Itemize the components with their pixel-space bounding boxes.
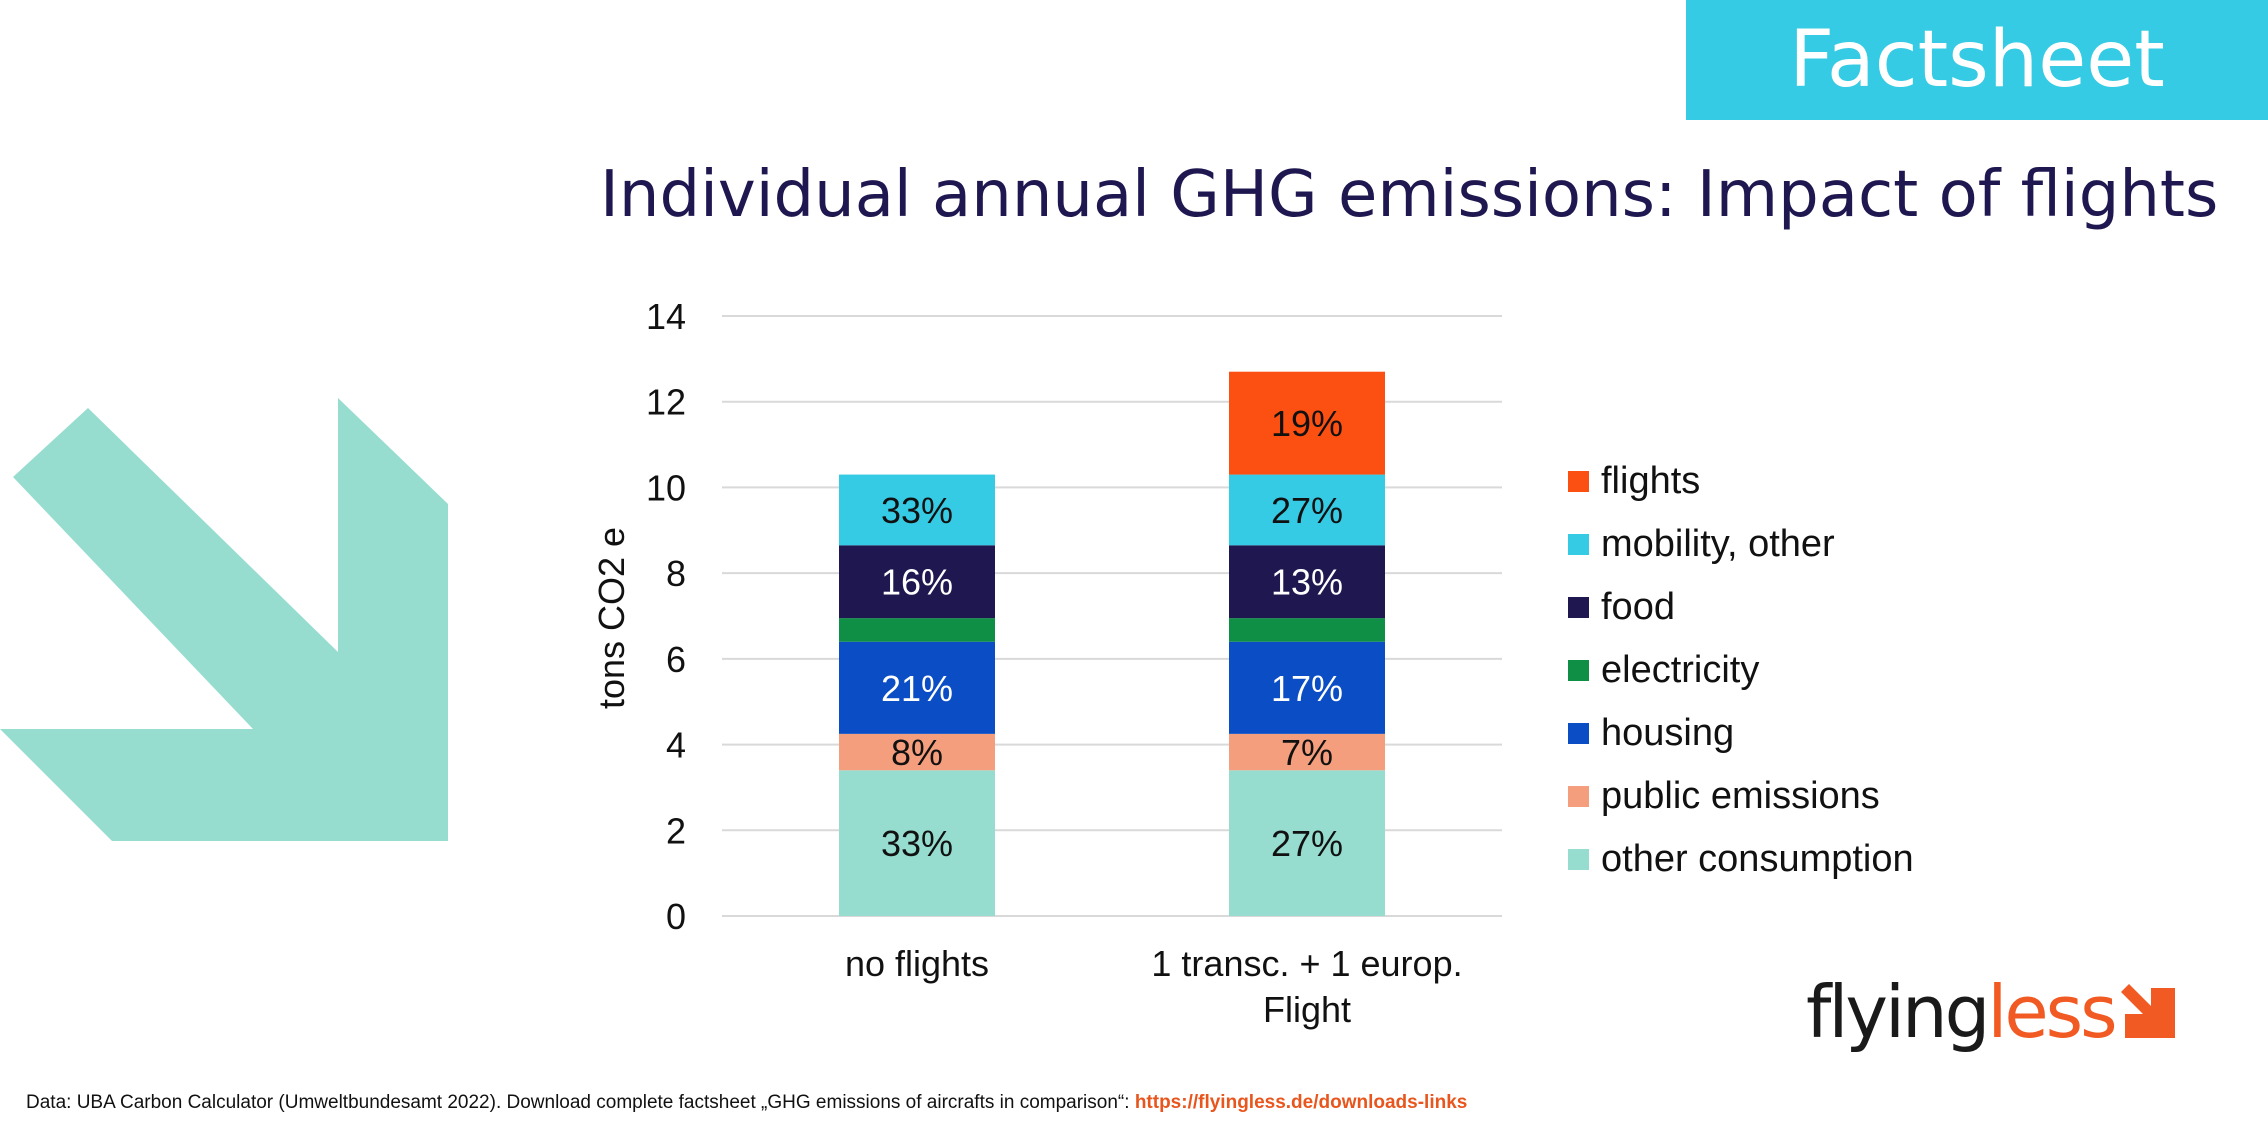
flyingless-logo: flying less <box>1806 976 2177 1048</box>
factsheet-badge: Factsheet <box>1686 0 2268 120</box>
legend-label: other consumption <box>1601 838 1914 880</box>
y-tick-label: 8 <box>666 553 686 594</box>
chart-bars <box>839 371 1385 916</box>
bar-segment <box>839 474 995 546</box>
bar-segment <box>839 733 995 771</box>
data-label: 13% <box>1271 562 1343 603</box>
legend-label: public emissions <box>1601 775 1880 817</box>
y-axis-ticks: 0 2 4 6 8 10 12 14 <box>646 296 686 937</box>
bar-segment <box>839 641 995 734</box>
legend-swatch <box>1568 660 1589 681</box>
data-label: 8% <box>891 732 943 773</box>
data-label: 33% <box>881 823 953 864</box>
legend-item: public emissions <box>1568 765 1914 828</box>
bar-segment <box>1229 733 1385 771</box>
legend-swatch <box>1568 471 1589 492</box>
legend-label: flights <box>1601 460 1701 502</box>
legend-swatch <box>1568 534 1589 555</box>
logo-arrow-icon <box>2120 984 2175 1038</box>
y-tick-label: 0 <box>666 896 686 937</box>
y-axis-title: tons CO2 e <box>591 527 632 709</box>
legend-item: mobility, other <box>1568 513 1914 576</box>
legend-item: electricity <box>1568 639 1914 702</box>
legend-swatch <box>1568 786 1589 807</box>
data-label: 17% <box>1271 668 1343 709</box>
legend-label: food <box>1601 586 1675 628</box>
data-label: 27% <box>1271 823 1343 864</box>
source-text: Data: UBA Carbon Calculator (Umweltbunde… <box>26 1092 1135 1113</box>
logo-text-less: less <box>1987 970 2117 1054</box>
bar-segment <box>1229 618 1385 642</box>
x-axis-ticks: no flights 1 transc. + 1 europ. Flight <box>845 943 1463 1030</box>
y-tick-label: 10 <box>646 467 686 508</box>
x-tick-label: Flight <box>1263 989 1351 1030</box>
bar-segment <box>839 618 995 642</box>
legend-item: housing <box>1568 702 1914 765</box>
data-label: 21% <box>881 668 953 709</box>
bar-segment <box>1229 474 1385 546</box>
data-label: 16% <box>881 562 953 603</box>
legend-item: other consumption <box>1568 828 1914 891</box>
decorative-arrow-icon <box>0 398 448 841</box>
source-footnote: Data: UBA Carbon Calculator (Umweltbunde… <box>26 1092 1467 1114</box>
x-tick-label: no flights <box>845 943 989 984</box>
bar-segment <box>1229 770 1385 916</box>
legend-label: housing <box>1601 712 1735 754</box>
legend-label: electricity <box>1601 649 1760 691</box>
y-tick-label: 14 <box>646 296 686 337</box>
source-link[interactable]: https://flyingless.de/downloads-links <box>1134 1092 1468 1113</box>
legend-swatch <box>1568 597 1589 618</box>
data-label: 7% <box>1281 732 1333 773</box>
legend-label: mobility, other <box>1601 523 1835 565</box>
bar-segment <box>1229 641 1385 734</box>
x-tick-label: 1 transc. + 1 europ. <box>1151 943 1462 984</box>
stacked-bar-chart: 0 2 4 6 8 10 12 14 33% 8% 21% 16% 33% 27% 7% 17% 13% 27%… <box>591 296 1502 1030</box>
y-tick-label: 2 <box>666 810 686 851</box>
bar-segment <box>839 545 995 619</box>
data-label: 33% <box>881 490 953 531</box>
data-label: 19% <box>1271 403 1343 444</box>
y-tick-label: 12 <box>646 382 686 423</box>
y-tick-label: 4 <box>666 725 686 766</box>
bar-segment <box>1229 545 1385 619</box>
page-title: Individual annual GHG emissions: Impact … <box>600 158 2219 232</box>
legend-swatch <box>1568 723 1589 744</box>
bar-segment <box>839 770 995 916</box>
data-label: 27% <box>1271 490 1343 531</box>
y-tick-label: 6 <box>666 639 686 680</box>
logo-text-flying: flying <box>1806 970 1990 1054</box>
legend-item: food <box>1568 576 1914 639</box>
chart-legend: flights mobility, other food electricity hou… <box>1568 450 1914 891</box>
bar-segment <box>1229 371 1385 475</box>
legend-item: flights <box>1568 450 1914 513</box>
legend-swatch <box>1568 849 1589 870</box>
data-labels: 33% 8% 21% 16% 33% 27% 7% 17% 13% 27% 19% <box>881 403 1343 864</box>
